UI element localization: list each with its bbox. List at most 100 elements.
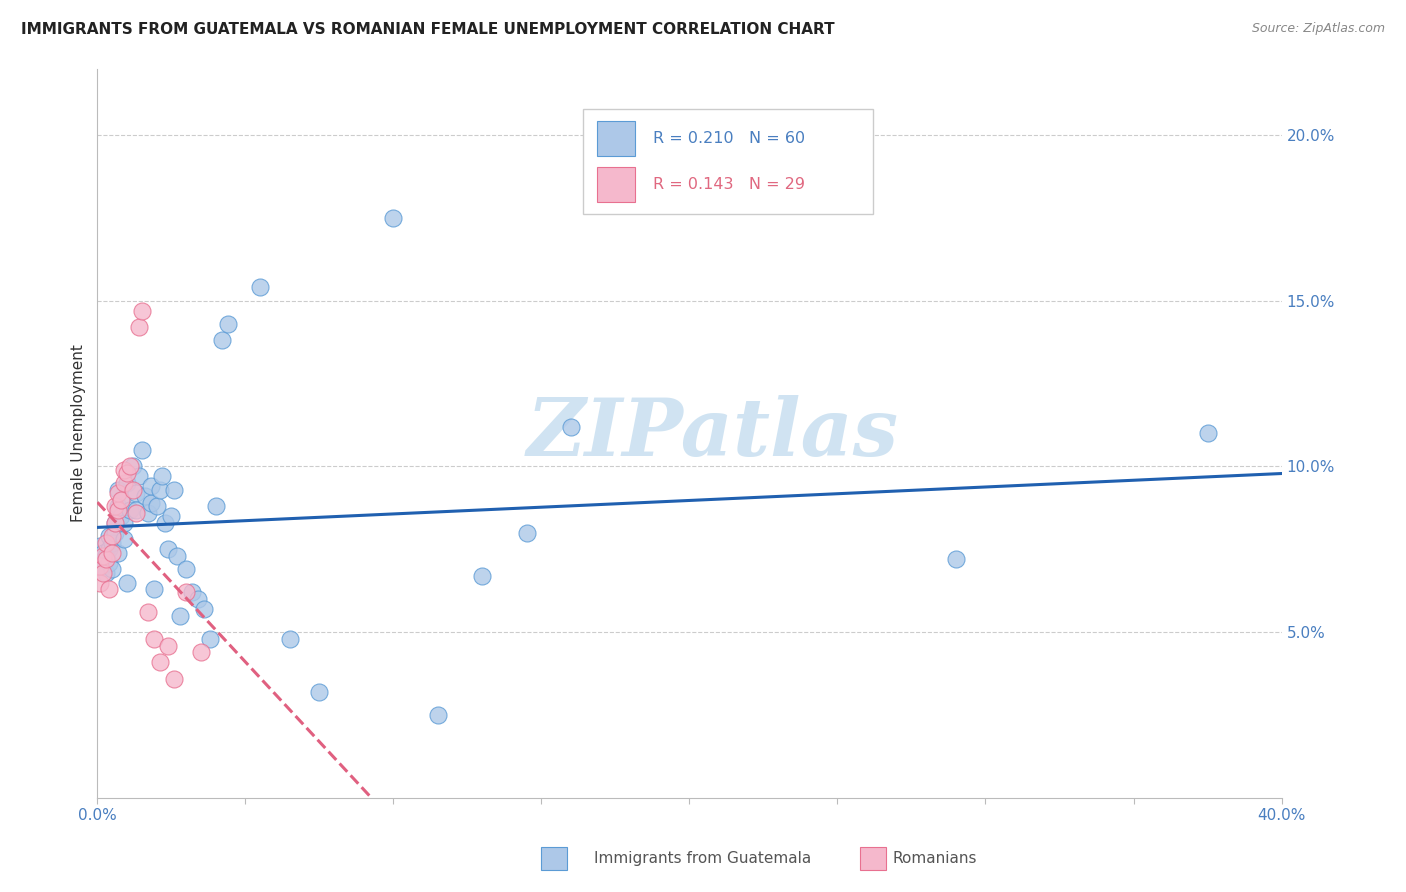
FancyBboxPatch shape	[583, 109, 873, 214]
Point	[560, 419, 582, 434]
Point	[145, 500, 167, 514]
Point	[107, 486, 129, 500]
Point	[204, 500, 226, 514]
Point	[278, 632, 301, 646]
Point	[98, 529, 121, 543]
Point	[112, 476, 135, 491]
FancyBboxPatch shape	[598, 120, 636, 156]
Point	[110, 492, 132, 507]
Point	[118, 459, 141, 474]
Point	[104, 516, 127, 530]
Point	[128, 469, 150, 483]
Point	[96, 552, 118, 566]
Point	[139, 496, 162, 510]
Point	[122, 459, 145, 474]
Y-axis label: Female Unemployment: Female Unemployment	[72, 344, 86, 522]
Point	[96, 566, 118, 580]
Point	[91, 546, 114, 560]
Point	[89, 539, 111, 553]
Point	[249, 280, 271, 294]
Point	[112, 463, 135, 477]
Point	[945, 552, 967, 566]
Point	[160, 509, 183, 524]
Point	[96, 535, 118, 549]
Point	[125, 506, 148, 520]
Point	[131, 303, 153, 318]
Point	[471, 569, 494, 583]
Point	[112, 516, 135, 530]
Point	[98, 542, 121, 557]
Point	[101, 562, 124, 576]
Point	[131, 442, 153, 457]
Point	[89, 558, 111, 573]
Point	[104, 525, 127, 540]
Point	[101, 535, 124, 549]
Point	[142, 582, 165, 596]
Point	[115, 476, 138, 491]
Point	[308, 685, 330, 699]
Point	[174, 562, 197, 576]
Point	[110, 492, 132, 507]
Point	[101, 529, 124, 543]
Point	[122, 483, 145, 497]
Point	[148, 483, 170, 497]
Point	[107, 500, 129, 514]
Point	[211, 334, 233, 348]
Point	[89, 552, 111, 566]
Point	[155, 516, 177, 530]
Point	[91, 558, 114, 573]
Point	[198, 632, 221, 646]
Point	[96, 549, 118, 563]
Point	[98, 556, 121, 570]
Text: R = 0.143   N = 29: R = 0.143 N = 29	[652, 178, 804, 193]
Point	[125, 502, 148, 516]
Point	[382, 211, 405, 225]
Point	[101, 546, 124, 560]
Point	[104, 500, 127, 514]
Point	[134, 489, 156, 503]
Point	[107, 502, 129, 516]
Point	[91, 566, 114, 580]
Text: IMMIGRANTS FROM GUATEMALA VS ROMANIAN FEMALE UNEMPLOYMENT CORRELATION CHART: IMMIGRANTS FROM GUATEMALA VS ROMANIAN FE…	[21, 22, 835, 37]
Point	[107, 546, 129, 560]
FancyBboxPatch shape	[598, 168, 636, 202]
Point	[136, 606, 159, 620]
Point	[516, 525, 538, 540]
Point	[163, 483, 186, 497]
Point	[187, 592, 209, 607]
Point	[193, 602, 215, 616]
Point	[89, 575, 111, 590]
Point	[128, 320, 150, 334]
Point	[174, 585, 197, 599]
Point	[1197, 426, 1219, 441]
Point	[91, 549, 114, 563]
Point	[139, 479, 162, 493]
Point	[157, 639, 180, 653]
Point	[112, 533, 135, 547]
Point	[166, 549, 188, 563]
Point	[181, 585, 204, 599]
Point	[136, 506, 159, 520]
Point	[142, 632, 165, 646]
Point	[157, 542, 180, 557]
Point	[107, 483, 129, 497]
Point	[98, 582, 121, 596]
Text: Romanians: Romanians	[893, 851, 977, 865]
Point	[152, 469, 174, 483]
Point	[115, 575, 138, 590]
Point	[426, 708, 449, 723]
Text: Source: ZipAtlas.com: Source: ZipAtlas.com	[1251, 22, 1385, 36]
Point	[148, 655, 170, 669]
Point	[118, 502, 141, 516]
Text: ZIPatlas: ZIPatlas	[527, 394, 900, 472]
Text: R = 0.210   N = 60: R = 0.210 N = 60	[652, 131, 804, 145]
Point	[190, 645, 212, 659]
Point	[217, 317, 239, 331]
Point	[104, 516, 127, 530]
Point	[110, 509, 132, 524]
Point	[169, 608, 191, 623]
Text: Immigrants from Guatemala: Immigrants from Guatemala	[595, 851, 811, 865]
Point	[163, 672, 186, 686]
Point	[125, 486, 148, 500]
Point	[115, 466, 138, 480]
